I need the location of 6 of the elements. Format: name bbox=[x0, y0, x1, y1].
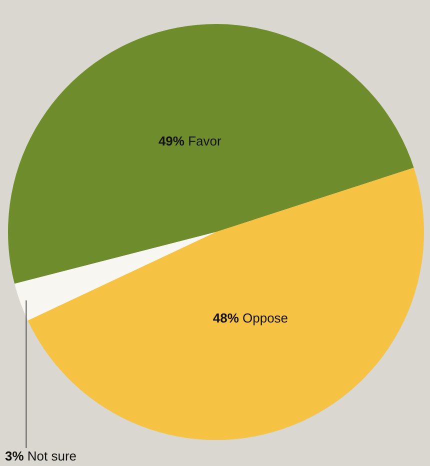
slice-label: Favor bbox=[188, 134, 222, 149]
slice-label: Oppose bbox=[242, 310, 288, 326]
data-label: 49% bbox=[158, 134, 185, 149]
slice-label: Not sure bbox=[27, 448, 77, 464]
data-label: 48% bbox=[212, 310, 240, 326]
data-label: 3% bbox=[5, 448, 24, 464]
